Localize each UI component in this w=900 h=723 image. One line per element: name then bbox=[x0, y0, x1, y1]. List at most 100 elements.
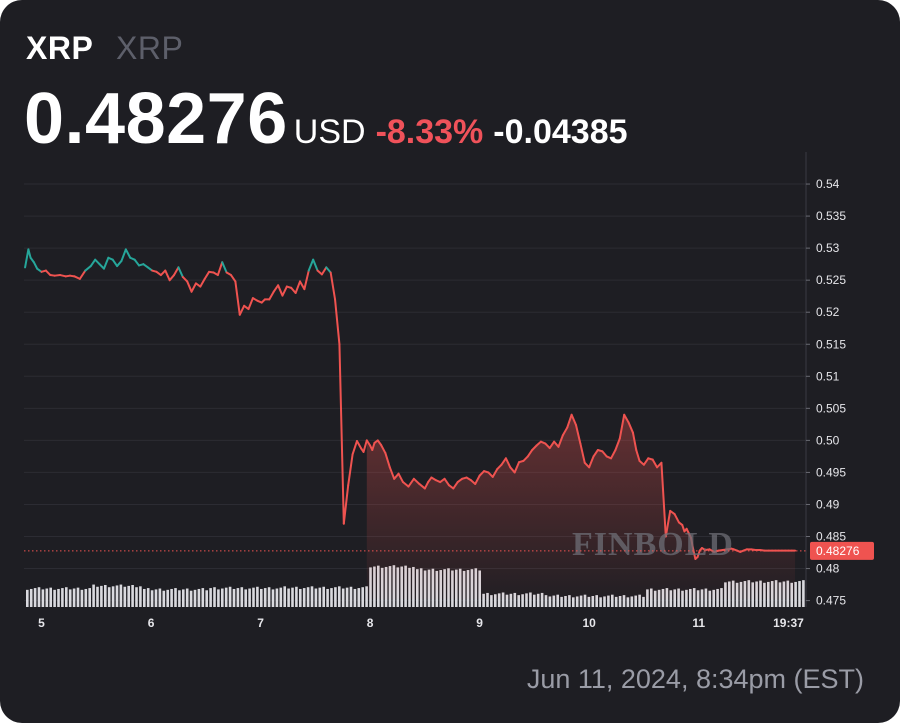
price-line-segment bbox=[325, 266, 332, 274]
price-line-segment bbox=[474, 474, 481, 485]
price-line-segment bbox=[190, 282, 197, 293]
volume-bar bbox=[529, 592, 532, 607]
volume-bar bbox=[798, 581, 801, 607]
price-line-segment bbox=[412, 477, 421, 485]
price-line-segment bbox=[84, 265, 92, 272]
price-line-segment bbox=[397, 472, 404, 484]
volume-bar bbox=[540, 592, 544, 607]
volume-bar bbox=[260, 588, 263, 607]
volume-bar bbox=[525, 593, 528, 607]
x-tick-label: 9 bbox=[476, 616, 483, 630]
volume-bar bbox=[224, 587, 228, 607]
price-line-segment bbox=[491, 468, 499, 478]
volume-bar bbox=[490, 595, 493, 607]
volume-bar bbox=[182, 589, 185, 607]
volume-bar bbox=[228, 586, 232, 607]
price-line-segment bbox=[627, 421, 634, 434]
volume-bar bbox=[135, 587, 138, 607]
volume-bar bbox=[572, 597, 575, 607]
y-tick-label: 0.49 bbox=[816, 497, 840, 511]
price-line-segment bbox=[504, 457, 512, 469]
volume-bar bbox=[482, 593, 485, 607]
volume-bar bbox=[57, 588, 60, 607]
price-line-segment bbox=[277, 284, 284, 297]
volume-bar bbox=[170, 588, 173, 607]
volume-bar bbox=[583, 594, 587, 607]
y-tick-label: 0.515 bbox=[816, 337, 846, 351]
price-line-segment bbox=[384, 452, 391, 469]
volume-bar bbox=[357, 588, 361, 607]
volume-bar bbox=[794, 581, 797, 607]
price-line-segment bbox=[111, 258, 119, 268]
x-tick-label: 5 bbox=[38, 616, 45, 630]
price-line-segment bbox=[268, 290, 275, 301]
volume-bar bbox=[513, 592, 517, 607]
price-line-segment bbox=[531, 444, 538, 451]
price-line-segment bbox=[575, 424, 582, 445]
price-row: 0.48276 USD -8.33% -0.04385 bbox=[24, 78, 628, 159]
volume-bar bbox=[509, 593, 513, 607]
volume-bar bbox=[26, 589, 29, 607]
price-line-segment bbox=[522, 455, 529, 462]
x-tick-label: 8 bbox=[367, 616, 374, 630]
price-line-segment bbox=[329, 271, 337, 301]
price-line-segment bbox=[388, 466, 396, 480]
price-line-segment bbox=[487, 471, 494, 478]
volume-bar bbox=[338, 586, 341, 607]
volume-bar bbox=[193, 589, 197, 607]
price-line-segment bbox=[89, 258, 97, 268]
volume-bar bbox=[263, 588, 267, 607]
volume-bar bbox=[634, 595, 637, 607]
volume-bar bbox=[189, 590, 193, 607]
price-line-segment bbox=[651, 458, 659, 469]
volume-bar bbox=[334, 587, 337, 607]
price-line-segment bbox=[27, 248, 32, 259]
volume-bar bbox=[115, 585, 119, 607]
volume-bar bbox=[544, 595, 548, 607]
price-line-segment bbox=[635, 448, 641, 462]
price-line-segment bbox=[692, 548, 697, 560]
volume-bar bbox=[104, 585, 107, 607]
price-line-segment bbox=[230, 274, 237, 283]
change-absolute: -0.04385 bbox=[493, 113, 628, 151]
x-tick-label: 11 bbox=[692, 616, 705, 630]
volume-bar bbox=[326, 588, 329, 607]
volume-bar bbox=[622, 595, 626, 607]
volume-bar bbox=[501, 592, 505, 607]
price-line-segment bbox=[418, 482, 426, 490]
price-line-segment bbox=[186, 280, 193, 293]
volume-bar bbox=[560, 596, 563, 607]
volume-bar bbox=[88, 588, 91, 607]
volume-bar bbox=[587, 596, 591, 607]
volume-bar bbox=[353, 588, 357, 607]
volume-bar bbox=[61, 588, 64, 607]
price-line-segment bbox=[78, 269, 87, 280]
volume-bar bbox=[306, 587, 310, 607]
volume-bar bbox=[579, 595, 583, 607]
volume-bar bbox=[146, 588, 150, 607]
price-line-segment bbox=[642, 457, 650, 466]
volume-bar bbox=[642, 596, 645, 607]
volume-bar bbox=[626, 597, 630, 607]
price-line-segment bbox=[281, 285, 288, 297]
y-tick-label: 0.54 bbox=[816, 177, 840, 191]
volume-bar bbox=[618, 596, 622, 607]
price-line-segment bbox=[570, 413, 577, 426]
y-tick-label: 0.52 bbox=[816, 305, 840, 319]
price-line-segment bbox=[566, 413, 573, 429]
y-tick-label: 0.53 bbox=[816, 241, 840, 255]
price-line-segment bbox=[673, 513, 680, 524]
price-line-segment bbox=[181, 275, 189, 283]
price-line-segment bbox=[696, 549, 701, 559]
price-line-segment bbox=[452, 481, 459, 490]
price-line-segment bbox=[342, 484, 350, 525]
price-area bbox=[366, 414, 796, 599]
volume-bar bbox=[314, 588, 318, 607]
price-line-segment bbox=[614, 437, 621, 451]
currency-label: USD bbox=[293, 113, 366, 151]
price-line-segment bbox=[362, 439, 368, 453]
volume-bar bbox=[213, 587, 216, 607]
price-line-segment bbox=[690, 536, 695, 551]
volume-bar bbox=[256, 586, 259, 607]
volume-bar bbox=[244, 589, 247, 607]
